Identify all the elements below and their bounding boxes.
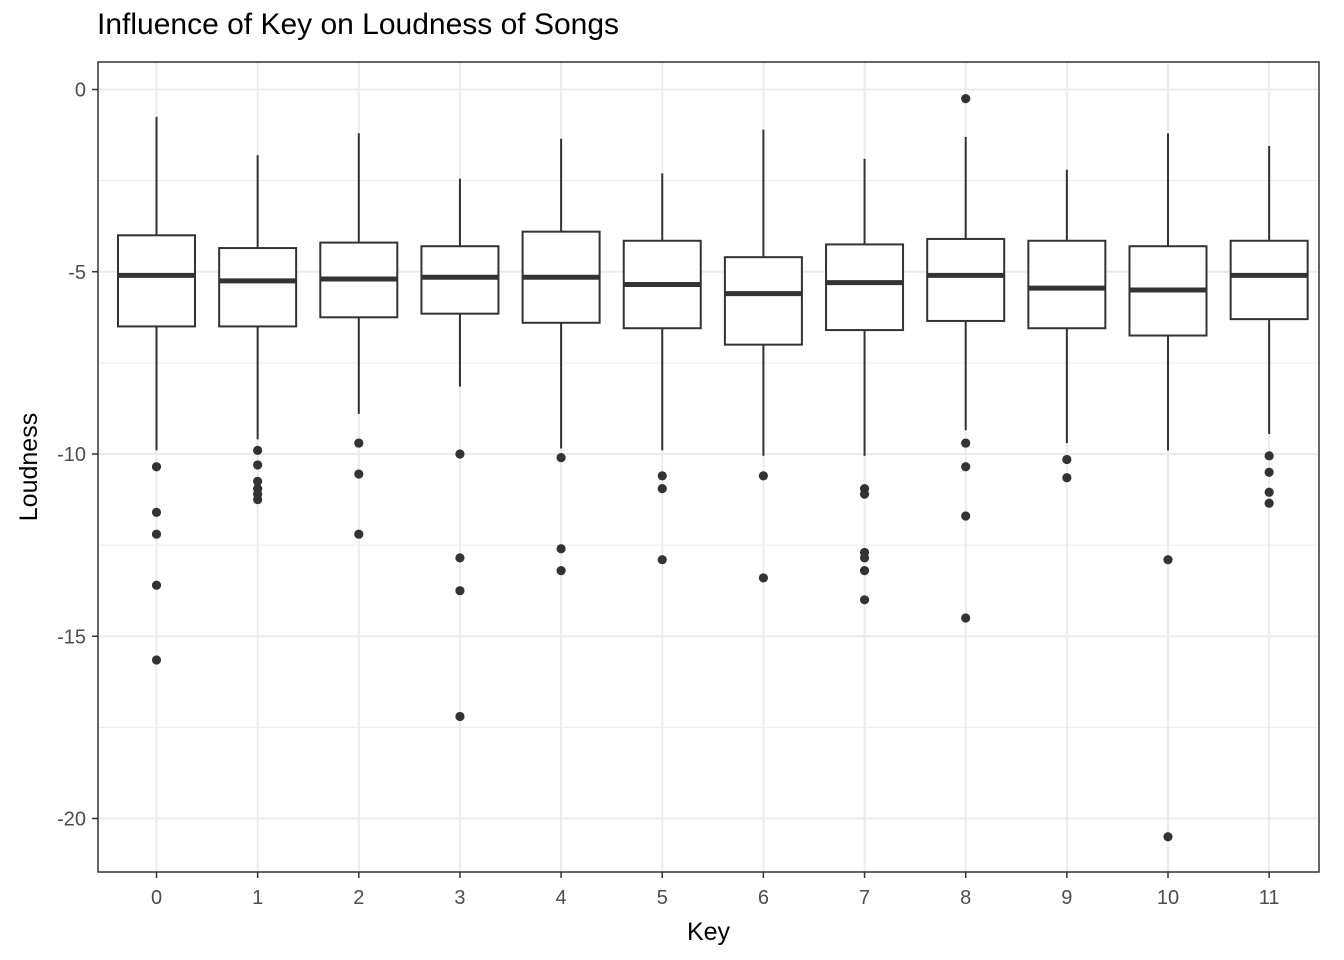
x-tick-label: 3: [454, 887, 465, 909]
outlier-point: [758, 471, 769, 481]
x-tick-label: 0: [151, 887, 162, 909]
outlier-point: [455, 553, 465, 563]
x-tick-label: 2: [353, 887, 364, 909]
outlier-point: [455, 586, 465, 596]
y-tick-label: -5: [68, 262, 86, 284]
x-tick-label: 7: [859, 887, 870, 909]
x-tick-label: 4: [556, 887, 567, 909]
x-tick-label: 5: [657, 887, 668, 909]
outlier-point: [657, 555, 667, 565]
panel-border: [97, 61, 1320, 873]
outlier-point: [556, 544, 566, 554]
x-tick-label: 10: [1157, 887, 1179, 909]
boxplot-key-9: [1027, 169, 1107, 483]
outlier-point: [253, 476, 263, 486]
outlier-point: [354, 469, 364, 479]
box: [926, 237, 1006, 322]
outlier-point: [253, 460, 263, 470]
outlier-point: [859, 566, 870, 576]
x-tick-label: 9: [1061, 887, 1072, 909]
outlier-point: [961, 511, 971, 521]
outlier-point: [859, 553, 870, 563]
boxplot-key-11: [1229, 145, 1309, 508]
y-tick-label: -20: [57, 809, 86, 831]
outlier-point: [1264, 498, 1274, 508]
outlier-point: [253, 445, 263, 455]
boxplot-key-0: [117, 116, 196, 665]
y-tick-label: 0: [75, 80, 86, 102]
outlier-point: [1062, 454, 1072, 465]
boxplot-key-7: [825, 158, 905, 605]
outlier-point: [354, 529, 364, 539]
outlier-point: [1163, 832, 1173, 842]
outlier-point: [455, 711, 465, 722]
outlier-point: [961, 462, 971, 472]
outlier-point: [354, 438, 364, 448]
outlier-point: [657, 484, 667, 494]
y-tick-label: -10: [57, 444, 86, 466]
outlier-point: [556, 453, 566, 463]
x-tick-label: 8: [960, 887, 971, 909]
boxplot-key-3: [420, 178, 500, 722]
boxplot-key-10: [1128, 133, 1208, 842]
outlier-point: [1264, 467, 1274, 477]
outlier-point: [556, 566, 566, 576]
outlier-point: [151, 580, 162, 590]
box: [420, 245, 500, 315]
outlier-point: [1264, 487, 1274, 497]
outlier-point: [151, 462, 162, 472]
boxplots: [117, 94, 1309, 842]
x-tick-label: 6: [758, 887, 769, 909]
outlier-point: [1062, 473, 1072, 483]
box: [825, 243, 905, 332]
outlier-point: [1264, 451, 1274, 461]
outlier-point: [758, 573, 769, 583]
boxplot-key-8: [926, 94, 1006, 623]
chart-title: Influence of Key on Loudness of Songs: [97, 8, 620, 41]
x-axis-title: Key: [687, 918, 731, 946]
y-tick-label: -15: [57, 626, 86, 648]
outlier-point: [253, 494, 263, 505]
x-tick-label: 1: [252, 887, 263, 909]
outlier-point: [151, 655, 162, 665]
panel-background: [98, 62, 1319, 872]
outlier-point: [859, 489, 870, 499]
x-tick-label: 11: [1259, 887, 1280, 909]
outlier-point: [961, 438, 971, 448]
outlier-point: [151, 507, 162, 517]
outlier-point: [859, 595, 870, 605]
outlier-point: [151, 529, 162, 539]
y-axis: 0 -5 -10 -15 -20: [57, 80, 98, 831]
box: [723, 256, 803, 346]
outlier-point: [455, 449, 465, 459]
boxplot-key-1: [218, 155, 298, 505]
outlier-point: [1163, 555, 1173, 565]
box: [218, 247, 298, 328]
outlier-point: [961, 94, 971, 104]
box: [1229, 239, 1309, 321]
y-axis-title: Loudness: [15, 413, 43, 521]
box: [1027, 239, 1107, 330]
box: [117, 234, 196, 328]
outlier-point: [657, 471, 667, 481]
outlier-point: [961, 613, 971, 623]
boxplot-key-2: [319, 133, 399, 539]
boxplot-key-4: [521, 138, 601, 576]
x-axis: 0 1 2 3 4 5 6 7 8 9 10 11: [151, 872, 1280, 909]
boxplot-key-6: [723, 129, 803, 583]
boxplot-key-5: [622, 173, 702, 565]
